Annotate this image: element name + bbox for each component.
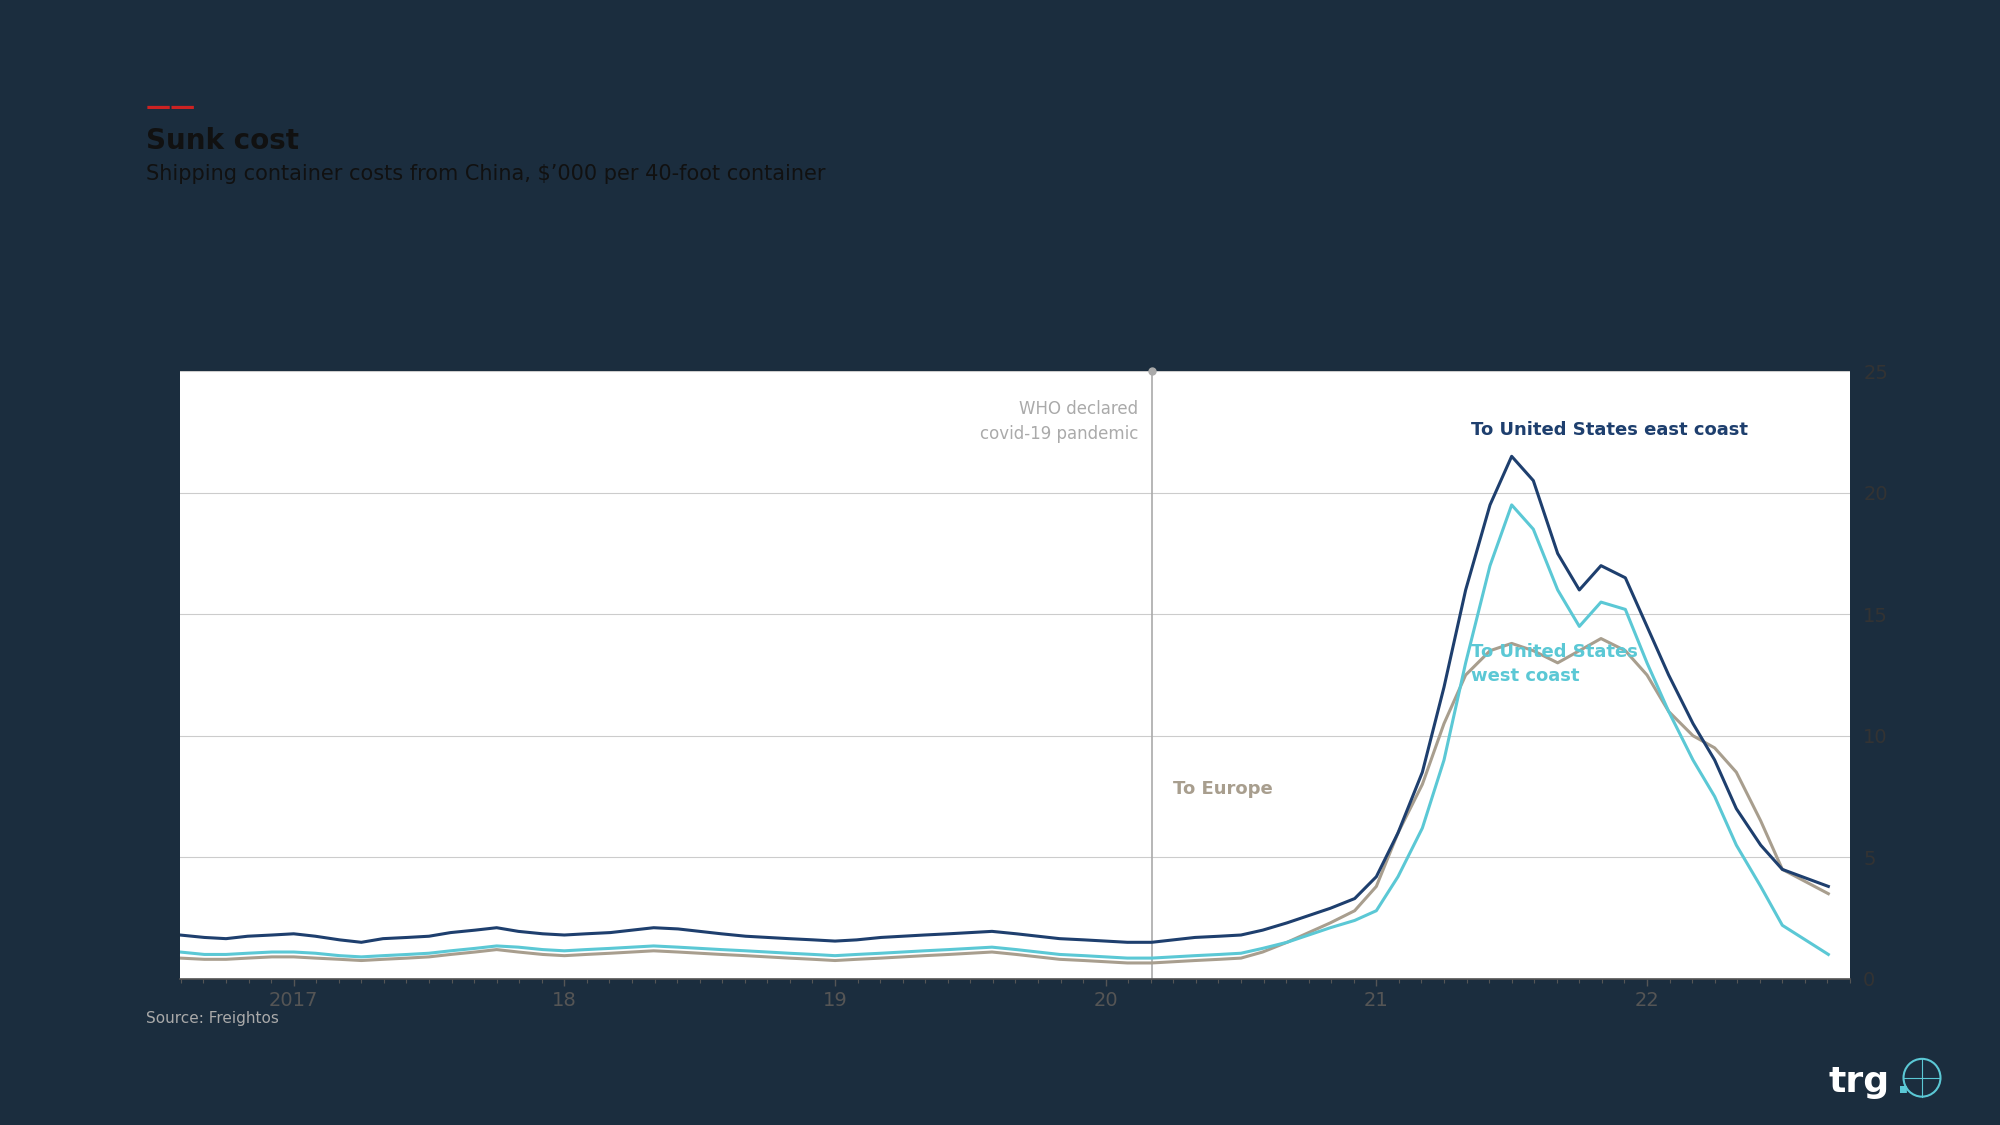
Text: Source: Freightos: Source: Freightos [146, 1010, 278, 1026]
Text: To United States
west coast: To United States west coast [1472, 644, 1638, 685]
Text: Shipping container costs from China, $’000 per 40-foot container: Shipping container costs from China, $’0… [146, 164, 826, 185]
Text: To Europe: To Europe [1174, 781, 1274, 799]
Text: .: . [1896, 1063, 1910, 1101]
Text: trg: trg [1828, 1065, 1890, 1099]
Text: WHO declared
covid-19 pandemic: WHO declared covid-19 pandemic [980, 400, 1138, 443]
Text: Sunk cost: Sunk cost [146, 127, 300, 154]
Text: ——: —— [146, 94, 196, 119]
Text: To United States east coast: To United States east coast [1472, 421, 1748, 439]
